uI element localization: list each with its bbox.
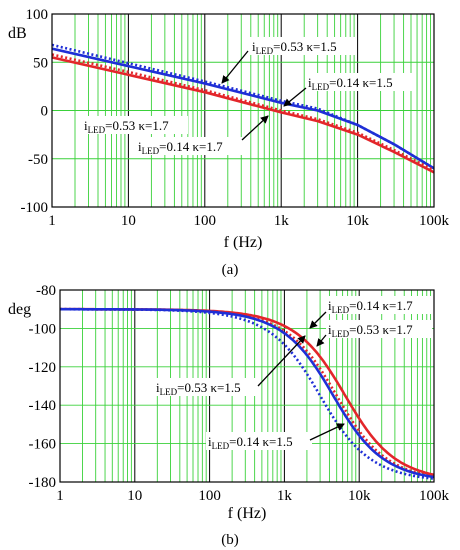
y-tick-label: 0 <box>41 104 49 120</box>
annotation-b-053-15: iLED=0.53 κ=1.5 <box>154 335 306 397</box>
series-line-red-dotted <box>52 53 434 172</box>
svg-text:iLED=0.14 κ=1.7: iLED=0.14 κ=1.7 <box>328 298 413 315</box>
x-tick-label: 10k <box>346 213 369 229</box>
annotation-arrow <box>257 335 306 387</box>
svg-text:iLED=0.14 κ=1.5: iLED=0.14 κ=1.5 <box>308 75 393 92</box>
series-line-red-solid <box>52 56 434 174</box>
svg-text:iLED=0.14 κ=1.7: iLED=0.14 κ=1.7 <box>138 139 223 156</box>
svg-text:iLED=0.53 κ=1.5: iLED=0.53 κ=1.5 <box>252 39 337 56</box>
annotation-b-014-17: iLED=0.14 κ=1.7 <box>309 296 432 329</box>
x-tick-label: 1k <box>274 213 290 229</box>
y-tick-label: -80 <box>36 283 56 299</box>
x-tick-label: 10k <box>348 488 371 504</box>
annotation-arrow <box>221 50 249 84</box>
y-tick-label: -140 <box>29 398 57 414</box>
x-tick-label: 1k <box>277 488 293 504</box>
x-tick-labels-b: 1 10 100 1k 10k 100k <box>56 488 449 504</box>
plot-frame-a <box>51 13 435 208</box>
annotation-arrow <box>316 334 327 347</box>
svg-text:iLED=0.53 κ=1.5: iLED=0.53 κ=1.5 <box>156 380 241 397</box>
series-line-blue-dotted <box>60 307 434 480</box>
annotation-arrow <box>309 423 345 441</box>
annotation-arrow <box>309 311 327 329</box>
caption-b: (b) <box>221 532 239 548</box>
annotation-b-053-17: iLED=0.53 κ=1.7 <box>316 320 432 347</box>
x-tick-label: 1 <box>48 213 56 229</box>
y-tick-label: 100 <box>26 7 49 23</box>
y-tick-label: 50 <box>33 55 48 71</box>
series-line-blue-solid <box>60 307 434 479</box>
x-axis-label-a: f (Hz) <box>224 234 263 251</box>
x-tick-label: 100k <box>419 213 450 229</box>
x-tick-label: 1 <box>56 488 64 504</box>
x-tick-labels-a: 1 10 100 1k 10k 100k <box>48 213 449 229</box>
y-tick-label: -100 <box>21 200 49 216</box>
phase-panel: -180-160-140-120-100-80 1 10 100 1k 10k 100k … <box>8 283 450 548</box>
x-tick-label: 10 <box>121 213 136 229</box>
y-tick-label: -100 <box>29 321 57 337</box>
svg-text:iLED=0.53 κ=1.7: iLED=0.53 κ=1.7 <box>328 322 413 339</box>
y-tick-labels-a: -100 -50 0 50 100 <box>21 7 49 216</box>
y-tick-label: -160 <box>29 437 57 453</box>
y-tick-label: -50 <box>28 152 48 168</box>
annotation-a-053-15: iLED=0.53 κ=1.5 <box>221 37 356 84</box>
x-tick-label: 10 <box>127 488 142 504</box>
series-b <box>60 307 434 480</box>
annotation-a-053-17: iLED=0.53 κ=1.7 <box>82 116 188 135</box>
series-line-blue-dotted <box>52 43 434 170</box>
svg-text:iLED=0.14 κ=1.5: iLED=0.14 κ=1.5 <box>208 434 293 451</box>
y-tick-labels-b: -180 -160 -140 -120 -100 -80 <box>29 283 57 491</box>
annotation-a-014-17: iLED=0.14 κ=1.7 <box>136 115 269 156</box>
annotation-arrow <box>283 87 307 107</box>
plot-frame-b <box>59 289 435 483</box>
x-axis-label-b: f (Hz) <box>228 505 267 522</box>
annotation-a-014-15: iLED=0.14 κ=1.5 <box>283 73 412 107</box>
annotation-b-014-15: iLED=0.14 κ=1.5 <box>206 423 345 451</box>
series-a <box>52 43 434 174</box>
x-tick-label: 100k <box>419 488 450 504</box>
annotation-arrow <box>241 115 269 141</box>
y-axis-label-a: dB <box>8 25 27 42</box>
grid-a <box>52 14 434 207</box>
svg-text:iLED=0.53 κ=1.7: iLED=0.53 κ=1.7 <box>84 118 169 135</box>
x-tick-label: 100 <box>198 488 221 504</box>
caption-a: (a) <box>222 262 239 278</box>
y-tick-label: -120 <box>29 360 57 376</box>
y-axis-label-b: deg <box>8 301 31 318</box>
y-tick-label: -180 <box>29 475 57 491</box>
x-tick-label: 100 <box>194 213 217 229</box>
series-line-blue-solid <box>52 47 434 170</box>
